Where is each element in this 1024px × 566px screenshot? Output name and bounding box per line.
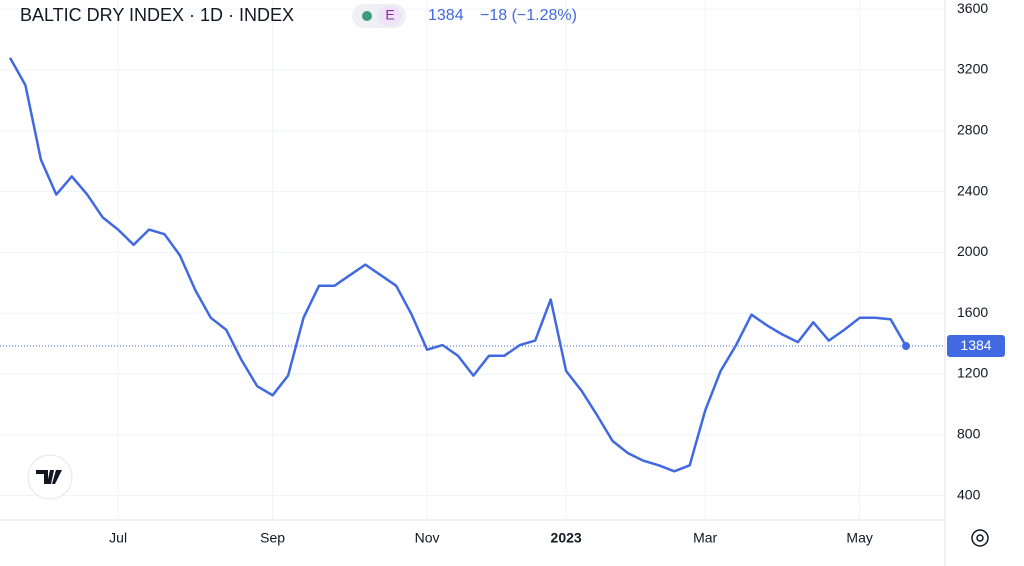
x-tick-label: Nov [415,530,440,546]
y-tick-label: 3200 [957,61,988,77]
chart-title: BALTIC DRY INDEX · 1D · INDEX [20,5,294,25]
badge-bg [378,6,402,26]
last-value-label: 1384 [960,337,991,353]
grid [0,0,945,520]
x-tick-label: Jul [109,530,127,546]
x-tick-label: May [846,530,872,546]
y-tick-label: 1200 [957,365,988,381]
y-tick-label: 2800 [957,121,988,137]
y-tick-label: 1600 [957,304,988,320]
badge: E [385,7,394,23]
x-tick-label: Mar [693,530,717,546]
x-tick-label: Sep [260,530,285,546]
x-tick-label: 2023 [551,530,582,546]
last-value: 1384 [428,7,464,24]
y-tick-label: 400 [957,486,981,502]
y-tick-label: 2400 [957,182,988,198]
y-tick-label: 2000 [957,243,988,259]
change: −18 (−1.28%) [480,7,577,24]
price-line [8,57,908,473]
y-tick-label: 800 [957,426,981,442]
last-value-box [947,335,1005,358]
y-tick-label: 3600 [957,0,988,16]
settings-icon[interactable] [971,529,989,547]
logo [27,454,73,500]
status-dot [362,11,372,21]
